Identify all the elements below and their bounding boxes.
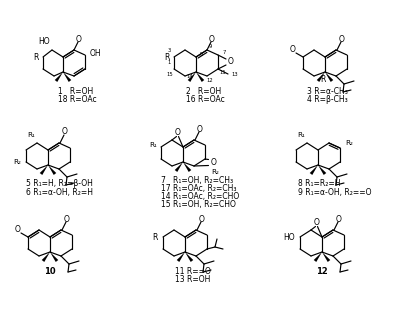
Text: O: O	[339, 35, 345, 43]
Text: 11: 11	[220, 70, 227, 75]
Text: 5 R₁=H, R₂=β-OH: 5 R₁=H, R₂=β-OH	[26, 180, 93, 188]
Text: 15: 15	[167, 72, 173, 77]
Text: 10: 10	[44, 267, 56, 276]
Text: 9: 9	[208, 43, 212, 48]
Text: 3 R=α-CH₃: 3 R=α-CH₃	[307, 87, 348, 95]
Polygon shape	[177, 252, 185, 262]
Polygon shape	[175, 162, 183, 172]
Text: 1: 1	[167, 60, 171, 64]
Polygon shape	[48, 165, 56, 175]
Text: R₁: R₁	[27, 132, 35, 138]
Text: O: O	[314, 218, 320, 227]
Polygon shape	[310, 165, 318, 175]
Text: 6 R₁=α-OH, R₂=H: 6 R₁=α-OH, R₂=H	[26, 187, 93, 197]
Text: 7: 7	[222, 49, 226, 55]
Text: O: O	[197, 125, 203, 133]
Text: 2   R=OH: 2 R=OH	[186, 87, 221, 95]
Text: O: O	[290, 45, 296, 55]
Text: 18 R=OAc: 18 R=OAc	[58, 95, 97, 104]
Text: 15 R₁=OH, R₂=CHO: 15 R₁=OH, R₂=CHO	[161, 200, 236, 210]
Polygon shape	[185, 252, 193, 262]
Text: R₁: R₁	[149, 142, 157, 148]
Polygon shape	[40, 165, 48, 175]
Polygon shape	[50, 252, 58, 262]
Text: 14 R₁=OAc, R₂=CHO: 14 R₁=OAc, R₂=CHO	[161, 193, 239, 201]
Text: 13 R=OH: 13 R=OH	[175, 274, 211, 284]
Text: R: R	[165, 53, 170, 61]
Text: 4 R=β-CH₃: 4 R=β-CH₃	[307, 95, 348, 104]
Text: O: O	[64, 215, 70, 223]
Polygon shape	[322, 252, 330, 262]
Text: O: O	[228, 58, 234, 66]
Text: O: O	[15, 226, 21, 234]
Text: O: O	[174, 128, 180, 137]
Text: HO: HO	[38, 38, 50, 46]
Text: 1   R=OH: 1 R=OH	[58, 87, 93, 95]
Text: O: O	[76, 35, 82, 43]
Polygon shape	[55, 72, 63, 82]
Polygon shape	[188, 72, 196, 82]
Polygon shape	[325, 72, 333, 82]
Text: 3: 3	[167, 48, 170, 54]
Text: O: O	[199, 215, 205, 223]
Text: HO: HO	[284, 232, 295, 242]
Text: 8 R₁=R₂=H: 8 R₁=R₂=H	[298, 180, 340, 188]
Text: 16 R=OAc: 16 R=OAc	[186, 95, 225, 104]
Text: 17 R₁=OAc, R₂=CH₃: 17 R₁=OAc, R₂=CH₃	[161, 184, 237, 194]
Text: R₂: R₂	[211, 168, 219, 175]
Text: R₂: R₂	[13, 159, 21, 165]
Text: 13: 13	[232, 72, 238, 77]
Polygon shape	[317, 72, 325, 82]
Text: 12: 12	[207, 78, 213, 83]
Polygon shape	[196, 72, 204, 82]
Text: 12: 12	[316, 267, 328, 276]
Text: OH: OH	[90, 48, 101, 58]
Text: O: O	[336, 215, 342, 223]
Text: R₂: R₂	[345, 140, 353, 146]
Text: R: R	[153, 232, 158, 242]
Text: R: R	[320, 76, 326, 84]
Text: 14: 14	[186, 75, 193, 79]
Polygon shape	[63, 72, 71, 82]
Text: 11 R==O: 11 R==O	[175, 267, 211, 276]
Text: 5: 5	[199, 51, 203, 57]
Text: O: O	[211, 158, 217, 167]
Polygon shape	[42, 252, 50, 262]
Text: R₁: R₁	[297, 132, 305, 138]
Text: O: O	[62, 128, 68, 136]
Text: 7   R₁=OH, R₂=CH₃: 7 R₁=OH, R₂=CH₃	[161, 177, 233, 185]
Text: O: O	[209, 35, 215, 43]
Text: R: R	[34, 53, 39, 61]
Text: 9 R₁=α-OH, R₂==O: 9 R₁=α-OH, R₂==O	[298, 187, 371, 197]
Polygon shape	[183, 162, 191, 172]
Polygon shape	[314, 252, 322, 262]
Polygon shape	[318, 165, 326, 175]
